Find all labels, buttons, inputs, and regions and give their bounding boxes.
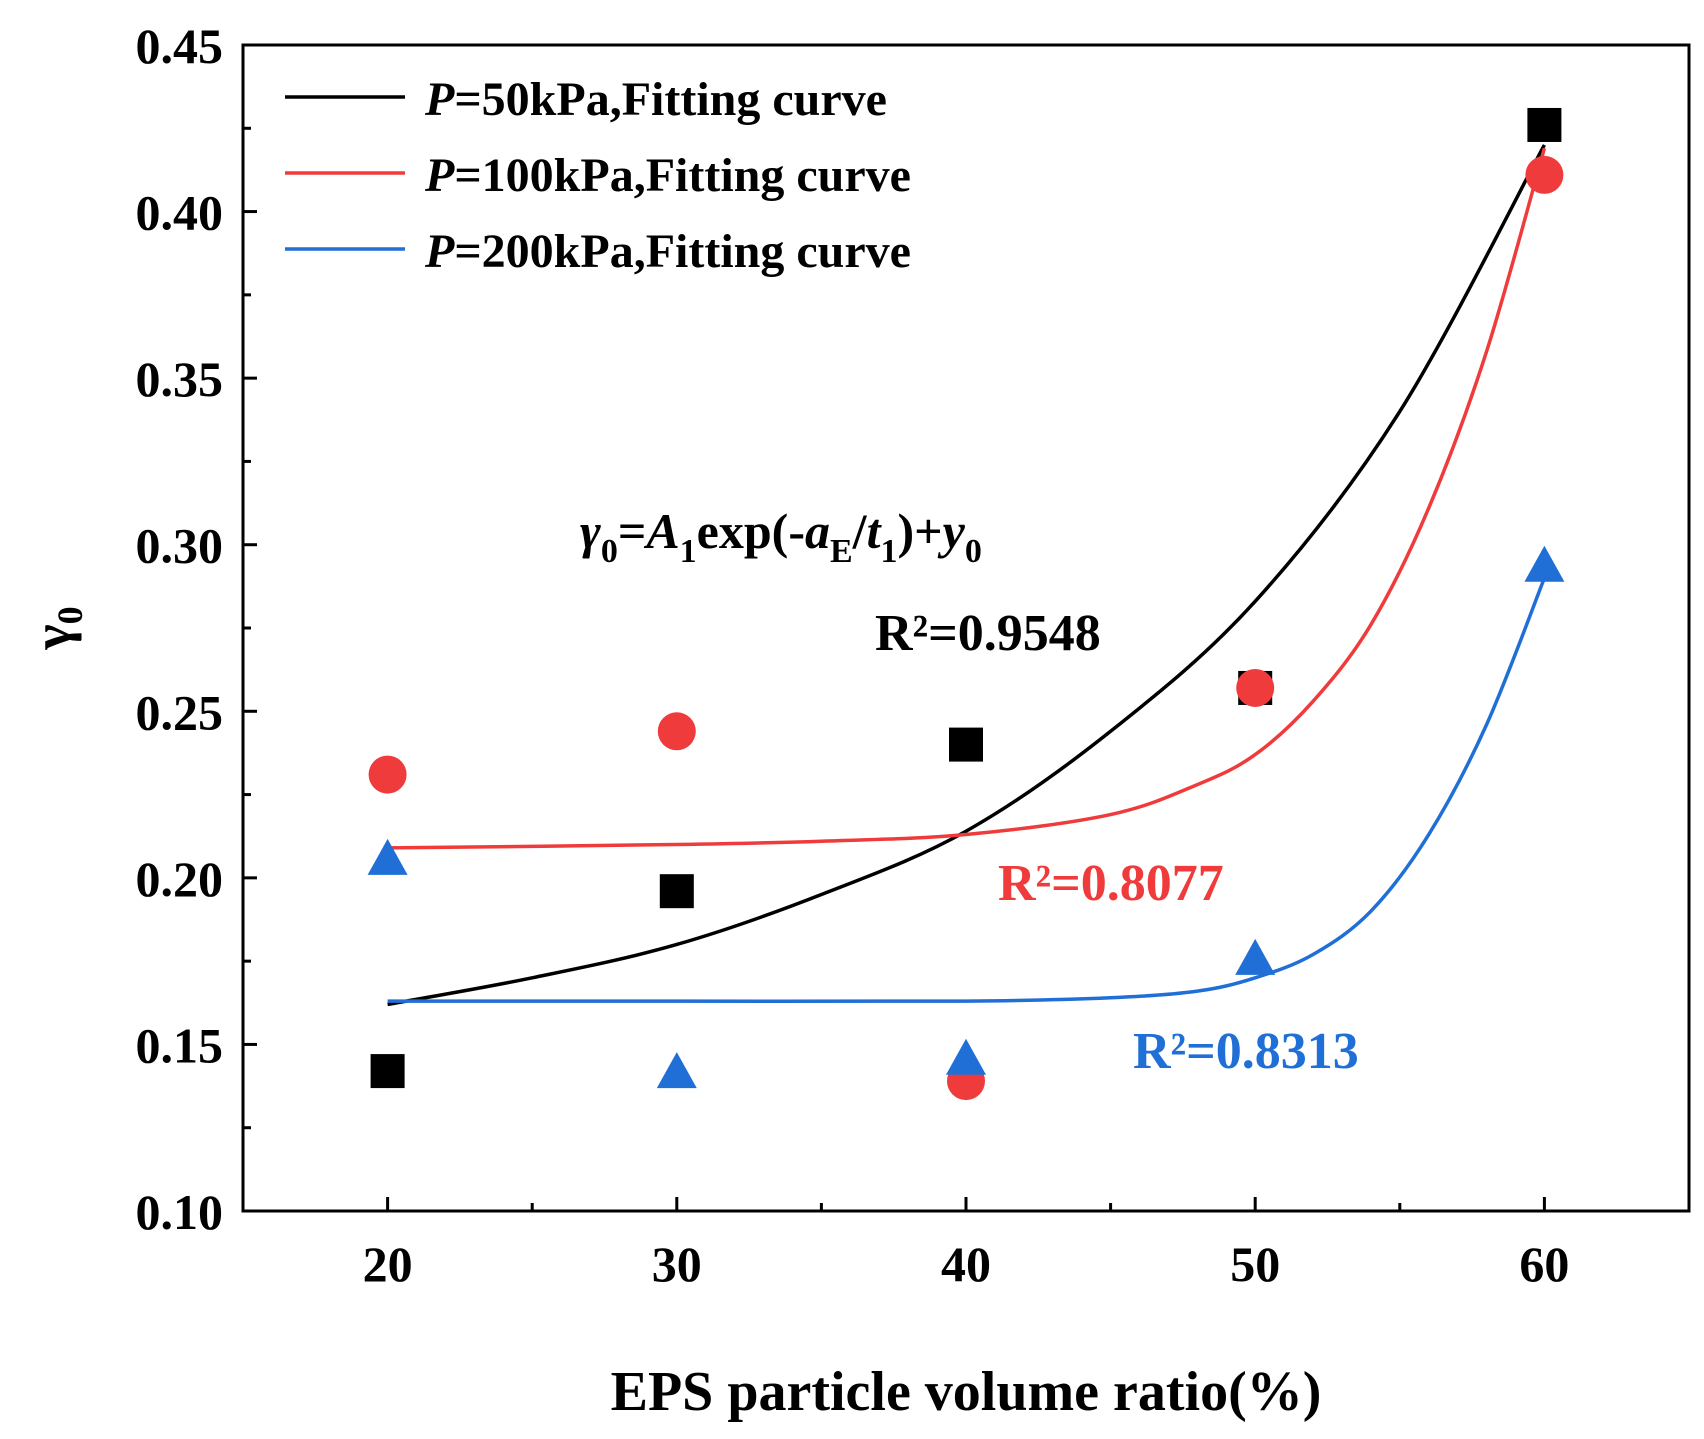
x-tick-label: 50 [1230, 1236, 1280, 1292]
legend-label-50kpa: P=50kPa,Fitting curve [424, 73, 887, 126]
x-axis: 20 30 40 50 60 [363, 1197, 1569, 1292]
marker-200kpa [367, 838, 408, 875]
marker-100kpa [657, 712, 696, 751]
x-tick-label: 40 [941, 1236, 991, 1292]
r2-label-200kpa: R²=0.8313 [1133, 1023, 1359, 1080]
legend-label-200kpa: P=200kPa,Fitting curve [424, 225, 911, 278]
y-axis-title-symbol: γ [22, 624, 82, 650]
y-tick-label: 0.20 [136, 851, 224, 907]
y-tick-label: 0.15 [136, 1017, 224, 1073]
y-axis: 0.10 0.15 0.20 0.25 0.30 0.35 0.40 0.45 [136, 18, 257, 1240]
fit-curve-100kpa [387, 147, 1547, 850]
marker-200kpa [1524, 545, 1565, 582]
marker-50kpa [370, 1054, 405, 1089]
y-tick-label: 0.35 [136, 351, 224, 407]
legend-label-100kpa: P=100kPa,Fitting curve [424, 149, 911, 202]
fit-curve-50kpa [387, 144, 1546, 1007]
x-axis-title: EPS particle volume ratio(%) [611, 1361, 1322, 1423]
y-tick-label: 0.45 [136, 18, 224, 74]
fit-curve-200kpa [387, 577, 1547, 1004]
marker-50kpa [659, 874, 694, 909]
y-axis-title-subscript: 0 [50, 606, 90, 624]
marker-50kpa [949, 727, 983, 762]
x-tick-label: 30 [652, 1236, 702, 1292]
r2-label-100kpa: R²=0.8077 [998, 855, 1224, 912]
y-axis-title: γ0 [22, 606, 90, 650]
legend: P=50kPa,Fitting curve P=100kPa,Fitting cu… [285, 73, 911, 278]
y-tick-label: 0.10 [136, 1184, 224, 1240]
marker-100kpa [1525, 155, 1564, 194]
marker-200kpa [1235, 938, 1276, 975]
marker-100kpa [1236, 668, 1275, 707]
x-tick-label: 60 [1519, 1236, 1569, 1292]
marker-100kpa [368, 755, 407, 794]
marker-50kpa [1527, 107, 1562, 142]
x-tick-label: 20 [363, 1236, 413, 1292]
fit-equation: γ0=A1exp(-aE/t1)+y0 [580, 503, 982, 570]
y-tick-label: 0.30 [136, 518, 224, 574]
fit-curves [387, 144, 1547, 1007]
y-tick-label: 0.40 [136, 185, 224, 241]
marker-200kpa [946, 1038, 986, 1075]
y-tick-label: 0.25 [136, 684, 224, 740]
marker-200kpa [656, 1052, 697, 1089]
r2-label-50kpa: R²=0.9548 [875, 605, 1101, 662]
data-markers [367, 107, 1565, 1101]
svg-text:γ0: γ0 [22, 606, 90, 650]
